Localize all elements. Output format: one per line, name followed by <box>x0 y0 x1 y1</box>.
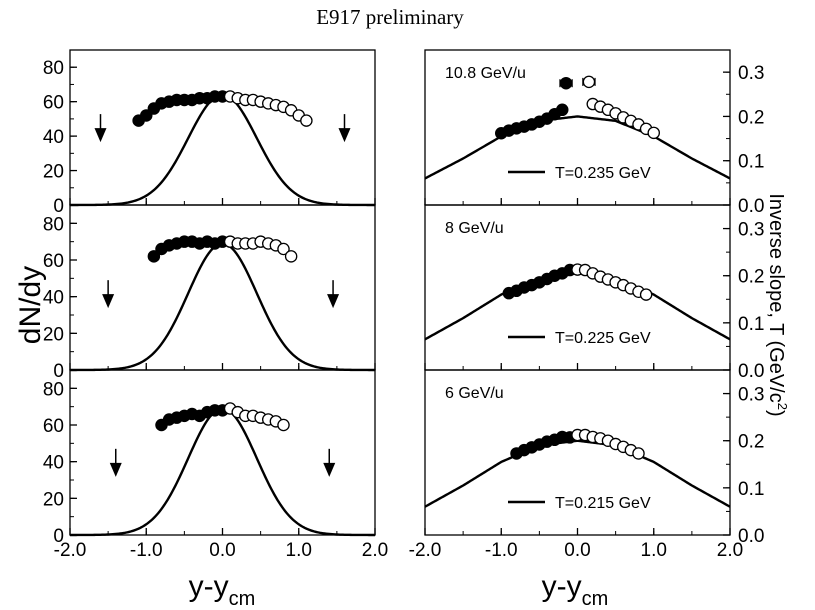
legend-label: T=0.235 GeV <box>555 165 651 182</box>
data-point-open <box>582 75 596 89</box>
data-point-open <box>277 242 290 256</box>
data-point-filled <box>139 109 153 122</box>
y-tick-label: 0.2 <box>738 432 764 453</box>
left-x-axis-label-sub: cm <box>229 588 256 610</box>
x-tick-label: 1.0 <box>286 540 312 561</box>
down-arrow-head-icon <box>323 462 336 477</box>
panel-frame <box>69 49 376 206</box>
x-tick-label: -1.0 <box>130 540 163 561</box>
down-arrow-head-icon <box>109 462 122 477</box>
right-x-axis-label: y-ycm <box>542 570 609 610</box>
panel-left-top: 0 20 40 60 80 <box>43 49 376 217</box>
y-tick-label: 40 <box>43 453 64 474</box>
panel-energy-label: 6 GeV/u <box>445 385 504 402</box>
y-tick-label: 0.3 <box>738 220 764 241</box>
x-tick-label: -1.0 <box>485 540 518 561</box>
data-point-filled <box>147 250 161 263</box>
x-tick-label: 0.0 <box>564 540 590 561</box>
right-y-axis-label: Inverse slope, T (GeV/c2) <box>765 193 790 416</box>
y-tick-label: 60 <box>43 251 64 272</box>
y-tick-label: 0.0 <box>738 361 764 382</box>
right-y-axis-label-main: Inverse slope, T (GeV/c <box>765 193 787 402</box>
panel-energy-label: 10.8 GeV/u <box>445 65 526 82</box>
y-tick-label: 20 <box>43 162 64 183</box>
data-point-open <box>639 288 653 301</box>
right-x-axis-label-sub: cm <box>582 588 609 610</box>
down-arrow-head-icon <box>102 294 115 309</box>
down-arrow-head-icon <box>338 128 351 143</box>
y-tick-label: 40 <box>43 127 64 148</box>
data-point-open <box>647 126 661 140</box>
x-tick-label: -2.0 <box>54 540 87 561</box>
fit-curve <box>70 93 375 207</box>
data-point-open <box>300 114 313 127</box>
y-tick-label: 80 <box>43 379 64 400</box>
y-tick-label: 20 <box>43 324 64 345</box>
y-tick-label: 0 <box>53 196 64 217</box>
y-tick-label: 80 <box>43 58 64 79</box>
y-tick-label: 0 <box>53 526 64 547</box>
panel-frame <box>69 204 376 371</box>
y-tick-label: 0.3 <box>738 63 764 84</box>
y-tick-label: 0 <box>53 361 64 382</box>
down-arrow-head-icon <box>94 128 107 143</box>
panel-left-bottom: 0 20 40 60 80 -2.0 -1.0 0.0 1.0 2.0 <box>43 369 388 561</box>
x-tick-label: -2.0 <box>409 540 442 561</box>
x-tick-label: 2.0 <box>362 540 388 561</box>
y-tick-label: 0.0 <box>738 526 764 547</box>
left-x-axis-label-main: y-y <box>189 570 229 603</box>
data-point-open <box>284 250 298 263</box>
down-arrow-head-icon <box>327 294 340 309</box>
y-tick-label: 0.2 <box>738 267 764 288</box>
x-tick-label: 0.0 <box>209 540 235 561</box>
y-tick-label: 0.1 <box>738 152 764 173</box>
panel-left-middle: 0 20 40 60 80 <box>43 204 376 382</box>
y-tick-label: 80 <box>43 214 64 235</box>
y-tick-label: 0.0 <box>738 196 764 217</box>
fit-curve <box>424 115 731 180</box>
right-y-axis-label-close: ) <box>765 410 787 417</box>
y-tick-label: 40 <box>43 288 64 309</box>
y-tick-label: 60 <box>43 93 64 114</box>
legend-label: T=0.215 GeV <box>555 495 651 512</box>
panel-energy-label: 8 GeV/u <box>445 220 504 237</box>
left-x-axis-label: y-ycm <box>189 570 256 610</box>
right-y-axis-label-sup: 2 <box>775 403 790 410</box>
y-tick-label: 0.1 <box>738 479 764 500</box>
right-x-axis-label-main: y-y <box>542 570 582 603</box>
figure-title: E917 preliminary <box>316 5 464 29</box>
x-tick-label: 2.0 <box>717 540 743 561</box>
data-point-open <box>632 447 645 460</box>
fit-curve <box>70 242 375 372</box>
legend-label: T=0.225 GeV <box>555 330 651 347</box>
left-y-axis-label: dN/dy <box>14 266 47 344</box>
y-tick-label: 20 <box>43 489 64 510</box>
panel-right-bottom: 0.0 0.1 0.2 0.3 -2.0 -1.0 0.0 1.0 2.0 6 GeV/u T=0.… <box>409 369 764 561</box>
data-point-filled <box>556 103 569 117</box>
data-point-filled <box>559 76 573 90</box>
y-tick-label: 0.2 <box>738 107 764 128</box>
panel-right-middle: 0.0 0.1 0.2 0.3 8 GeV/u T=0.225 GeV <box>424 204 764 382</box>
y-tick-label: 0.1 <box>738 314 764 335</box>
x-tick-label: 1.0 <box>641 540 667 561</box>
data-point-open <box>277 418 290 432</box>
y-tick-label: 60 <box>43 416 64 437</box>
y-tick-label: 0.3 <box>738 385 764 406</box>
panel-right-top: 0.0 0.1 0.2 0.3 10.8 GeV/u T=0.235 GeV <box>424 49 764 217</box>
